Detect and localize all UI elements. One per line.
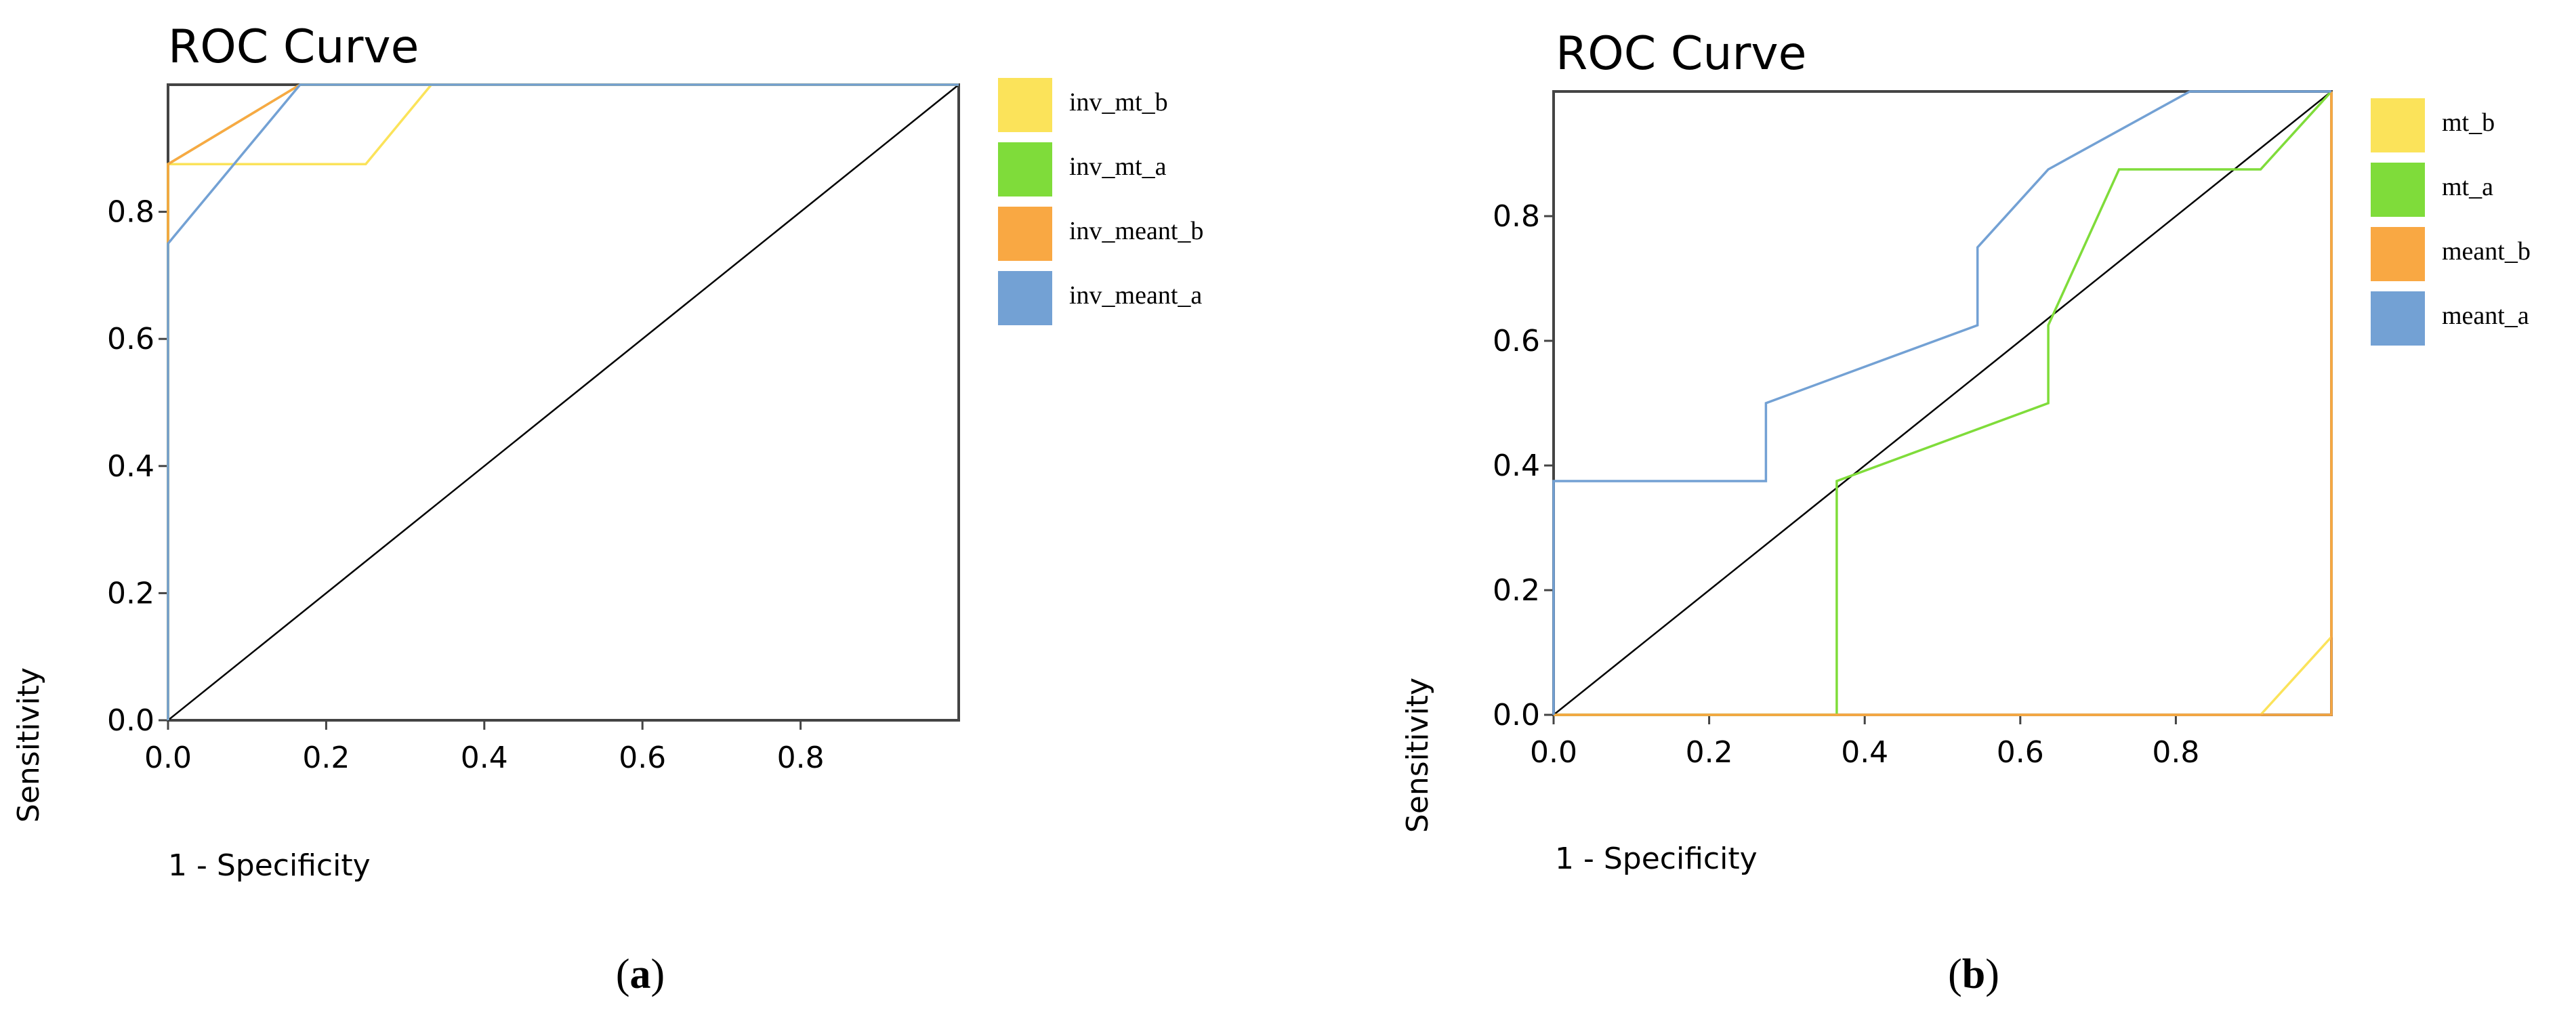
y-tick-label: 0.8 bbox=[107, 195, 154, 230]
legend-label: mt_a bbox=[2442, 173, 2493, 201]
roc-chart-a: ROC Curve 0.0 0.2 0.4 0.6 0.8 0.0 0.2 0.4 0.6 0.8 1… bbox=[12, 20, 1203, 997]
y-tick-label: 0.2 bbox=[107, 576, 154, 610]
y-tick-label: 0.4 bbox=[1493, 449, 1540, 483]
y-axis-label: Sensitivity bbox=[1400, 678, 1435, 833]
legend-swatch bbox=[998, 142, 1052, 196]
legend-item: inv_meant_b bbox=[998, 207, 1203, 261]
series-line-meant-b bbox=[1554, 91, 2333, 716]
caption-letter: a bbox=[630, 951, 651, 997]
reference-diagonal bbox=[1553, 91, 2332, 716]
caption-paren-close: ) bbox=[651, 951, 665, 997]
legend-label: inv_meant_a bbox=[1069, 281, 1202, 310]
x-tick-label: 0.2 bbox=[302, 741, 350, 775]
legend-item: mt_b bbox=[2371, 98, 2495, 152]
x-tick-label: 0.6 bbox=[1997, 735, 2044, 770]
legend-swatch bbox=[2371, 291, 2425, 346]
panel-caption: (b) bbox=[1948, 951, 1999, 997]
legend-swatch bbox=[998, 78, 1052, 132]
legend-item: mt_a bbox=[2371, 163, 2493, 217]
reference-diagonal bbox=[167, 84, 959, 721]
legend-label: meant_b bbox=[2442, 237, 2531, 266]
legend-item: meant_a bbox=[2371, 291, 2529, 346]
legend-item: inv_mt_b bbox=[998, 78, 1168, 132]
chart-title: ROC Curve bbox=[1556, 27, 1806, 81]
legend-label: meant_a bbox=[2442, 302, 2529, 330]
y-tick-label: 0.4 bbox=[107, 449, 154, 484]
y-tick-label: 0.8 bbox=[1493, 199, 1540, 234]
x-axis-label: 1 - Specificity bbox=[1555, 842, 1758, 876]
y-tick-label: 0.6 bbox=[107, 322, 154, 356]
legend-label: inv_mt_b bbox=[1069, 88, 1168, 117]
legend-swatch bbox=[2371, 227, 2425, 281]
y-tick-label: 0.6 bbox=[1493, 324, 1540, 358]
series-line-inv-meant-a bbox=[167, 83, 959, 720]
x-tick-label: 0.6 bbox=[619, 741, 666, 775]
legend-swatch bbox=[2371, 163, 2425, 217]
y-tick-label: 0.2 bbox=[1493, 573, 1540, 608]
roc-chart-b: ROC Curve 0.0 0.2 0.4 0.6 0.8 0.0 0.2 0.4 0.6 0.8 1… bbox=[1400, 27, 2531, 997]
caption-letter: b bbox=[1962, 951, 1985, 997]
x-tick-label: 0.2 bbox=[1686, 735, 1733, 770]
legend-swatch bbox=[998, 271, 1052, 325]
caption-paren-open: ( bbox=[1948, 951, 1962, 997]
series-line-meant-a bbox=[1552, 90, 2331, 715]
x-tick-label: 0.8 bbox=[777, 741, 825, 775]
legend-item: inv_meant_a bbox=[998, 271, 1202, 325]
caption-paren-open: ( bbox=[616, 951, 630, 997]
y-tick-label: 0.0 bbox=[107, 703, 154, 738]
legend-label: inv_meant_b bbox=[1069, 217, 1203, 245]
legend-label: inv_mt_a bbox=[1069, 152, 1167, 181]
legend-item: inv_mt_a bbox=[998, 142, 1167, 196]
legend-item: meant_b bbox=[2371, 227, 2531, 281]
x-tick-label: 0.4 bbox=[461, 741, 508, 775]
chart-title: ROC Curve bbox=[168, 20, 419, 74]
series-line-mt-a bbox=[1554, 90, 2333, 716]
x-tick-label: 0.8 bbox=[2152, 735, 2199, 770]
x-axis-label: 1 - Specificity bbox=[168, 848, 371, 883]
y-tick-label: 0.0 bbox=[1493, 698, 1540, 732]
panel-caption: (a) bbox=[616, 951, 665, 997]
x-tick-label: 0.0 bbox=[1530, 735, 1577, 770]
x-tick-label: 0.0 bbox=[144, 741, 192, 775]
legend-swatch bbox=[998, 207, 1052, 261]
x-tick-label: 0.4 bbox=[1841, 735, 1888, 770]
caption-paren-close: ) bbox=[1985, 951, 1999, 997]
legend-label: mt_b bbox=[2442, 108, 2495, 137]
y-axis-label: Sensitivity bbox=[12, 667, 46, 823]
legend-swatch bbox=[2371, 98, 2425, 152]
